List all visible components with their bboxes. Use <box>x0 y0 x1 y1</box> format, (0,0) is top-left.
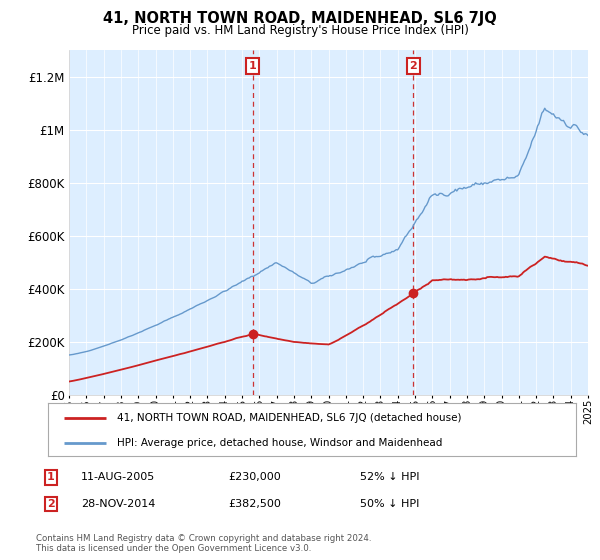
Text: 28-NOV-2014: 28-NOV-2014 <box>81 499 155 509</box>
Text: HPI: Average price, detached house, Windsor and Maidenhead: HPI: Average price, detached house, Wind… <box>116 438 442 448</box>
Text: 1: 1 <box>248 60 256 71</box>
Text: 41, NORTH TOWN ROAD, MAIDENHEAD, SL6 7JQ: 41, NORTH TOWN ROAD, MAIDENHEAD, SL6 7JQ <box>103 11 497 26</box>
Text: 2: 2 <box>410 60 418 71</box>
Text: 41, NORTH TOWN ROAD, MAIDENHEAD, SL6 7JQ (detached house): 41, NORTH TOWN ROAD, MAIDENHEAD, SL6 7JQ… <box>116 413 461 423</box>
Text: 1: 1 <box>47 472 55 482</box>
Text: 52% ↓ HPI: 52% ↓ HPI <box>360 472 419 482</box>
Text: Price paid vs. HM Land Registry's House Price Index (HPI): Price paid vs. HM Land Registry's House … <box>131 24 469 36</box>
Text: 11-AUG-2005: 11-AUG-2005 <box>81 472 155 482</box>
Text: £230,000: £230,000 <box>228 472 281 482</box>
Text: Contains HM Land Registry data © Crown copyright and database right 2024.
This d: Contains HM Land Registry data © Crown c… <box>36 534 371 553</box>
Text: £382,500: £382,500 <box>228 499 281 509</box>
Text: 50% ↓ HPI: 50% ↓ HPI <box>360 499 419 509</box>
Text: 2: 2 <box>47 499 55 509</box>
